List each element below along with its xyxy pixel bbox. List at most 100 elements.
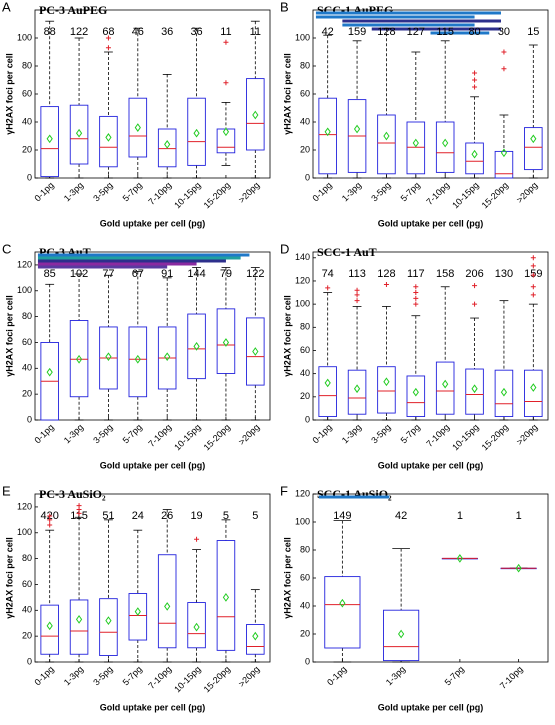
- box: [383, 609, 420, 662]
- box: [69, 599, 89, 655]
- mean-marker: [324, 378, 331, 388]
- outlier: [413, 301, 419, 307]
- x-tick-label: 15-20pg: [202, 422, 232, 452]
- mean-marker: [46, 134, 53, 144]
- count-label: 128: [377, 268, 395, 280]
- mean-marker: [75, 128, 83, 138]
- y-tick-label: 20: [22, 631, 32, 641]
- outlier: [223, 39, 229, 45]
- count-label: 15: [527, 26, 539, 38]
- count-label: 5: [223, 510, 229, 522]
- y-axis-label: γH2AX foci per cell: [282, 295, 292, 377]
- outlier: [354, 287, 360, 293]
- y-tick-label: 140: [295, 252, 310, 262]
- x-tick-label: 1-3pg: [340, 180, 363, 203]
- x-tick-label: >20pg: [236, 180, 261, 205]
- x-tick-label: 7-10pg: [146, 664, 173, 691]
- count-label: 128: [377, 26, 395, 38]
- box: [128, 326, 148, 398]
- x-tick-label: 3-5pg: [91, 180, 114, 203]
- box: [187, 313, 206, 380]
- y-tick-label: 80: [22, 60, 32, 70]
- y-tick-label: 20: [22, 144, 32, 154]
- box: [318, 366, 337, 417]
- outlier: [472, 70, 478, 76]
- y-tick-label: 120: [295, 275, 310, 285]
- x-tick-label: 1-3pg: [340, 422, 363, 445]
- outlier: [530, 263, 536, 269]
- count-label: 77: [102, 268, 114, 280]
- count-label: 11: [220, 26, 231, 38]
- mean-marker: [193, 128, 200, 138]
- outlier: [501, 49, 507, 55]
- box: [99, 598, 118, 656]
- x-tick-label: 5-7pg: [399, 422, 422, 445]
- y-tick-label: 80: [22, 553, 32, 563]
- count-label: 115: [70, 510, 88, 522]
- outlier: [223, 80, 229, 86]
- x-tick-label: 7-10pg: [498, 664, 525, 691]
- y-tick-label: 100: [295, 32, 310, 42]
- x-tick-label: 10-15pg: [172, 664, 202, 694]
- outlier: [47, 522, 53, 528]
- mean-marker: [500, 387, 508, 397]
- panel-label: B: [280, 0, 289, 14]
- plot-frame: [34, 251, 271, 421]
- outlier: [530, 292, 536, 298]
- x-tick-label: 7-10pg: [424, 422, 451, 449]
- count-label: 206: [465, 268, 483, 280]
- x-tick-label: 0-1pg: [32, 422, 55, 445]
- x-tick-label: 10-15pg: [450, 180, 480, 210]
- mean-marker: [105, 616, 112, 626]
- outlier: [472, 283, 478, 289]
- mean-marker: [412, 387, 419, 397]
- mean-marker: [500, 148, 508, 158]
- outlier: [413, 284, 419, 290]
- y-tick-label: 0: [27, 656, 32, 666]
- mean-marker: [324, 127, 331, 137]
- x-tick-label: 7-10pg: [424, 180, 451, 207]
- mean-marker: [456, 554, 463, 563]
- count-label: 42: [395, 510, 407, 522]
- panel: A PC-3 AuPEG 0 20 40 60 80 100 γH2AX foci per ce…: [2, 0, 271, 228]
- outlier: [354, 298, 360, 304]
- mean-marker: [252, 110, 259, 120]
- y-tick-label: 40: [300, 600, 310, 610]
- outlier: [76, 503, 82, 509]
- x-tick-label: >20pg: [514, 180, 539, 205]
- chart-title: SCC-1 AuSiO₂: [317, 487, 392, 501]
- mean-marker: [222, 338, 230, 347]
- x-tick-label: 1-3pg: [384, 664, 407, 687]
- y-tick-label: 100: [17, 32, 32, 42]
- outlier: [413, 290, 419, 296]
- x-tick-label: 0-1pg: [32, 664, 55, 687]
- mean-marker: [222, 593, 230, 602]
- mean-marker: [353, 124, 361, 134]
- x-tick-label: 7-10pg: [146, 180, 173, 207]
- count-label: 85: [44, 268, 56, 280]
- box: [324, 576, 361, 649]
- mean-marker: [164, 352, 171, 362]
- mean-marker: [164, 602, 171, 611]
- y-tick-label: 0: [305, 172, 310, 182]
- count-label: 74: [322, 268, 334, 280]
- x-tick-label: >20pg: [514, 422, 539, 447]
- count-label: 122: [70, 26, 88, 38]
- count-label: 91: [161, 268, 173, 280]
- outlier: [325, 285, 331, 291]
- mean-marker: [383, 377, 390, 387]
- count-label: 158: [436, 268, 454, 280]
- count-label: 19: [190, 510, 202, 522]
- mean-marker: [471, 149, 478, 159]
- y-tick-label: 120: [17, 259, 32, 269]
- y-tick-label: 20: [22, 389, 32, 399]
- y-tick-label: 0: [27, 414, 32, 424]
- mean-marker: [383, 131, 390, 141]
- y-tick-label: 80: [22, 311, 32, 321]
- box: [406, 121, 426, 175]
- x-tick-label: >20pg: [236, 664, 261, 689]
- count-label: 36: [190, 26, 202, 38]
- count-label: 24: [132, 510, 144, 522]
- x-tick-label: 7-10pg: [146, 422, 173, 449]
- x-tick-label: 0-1pg: [310, 180, 333, 203]
